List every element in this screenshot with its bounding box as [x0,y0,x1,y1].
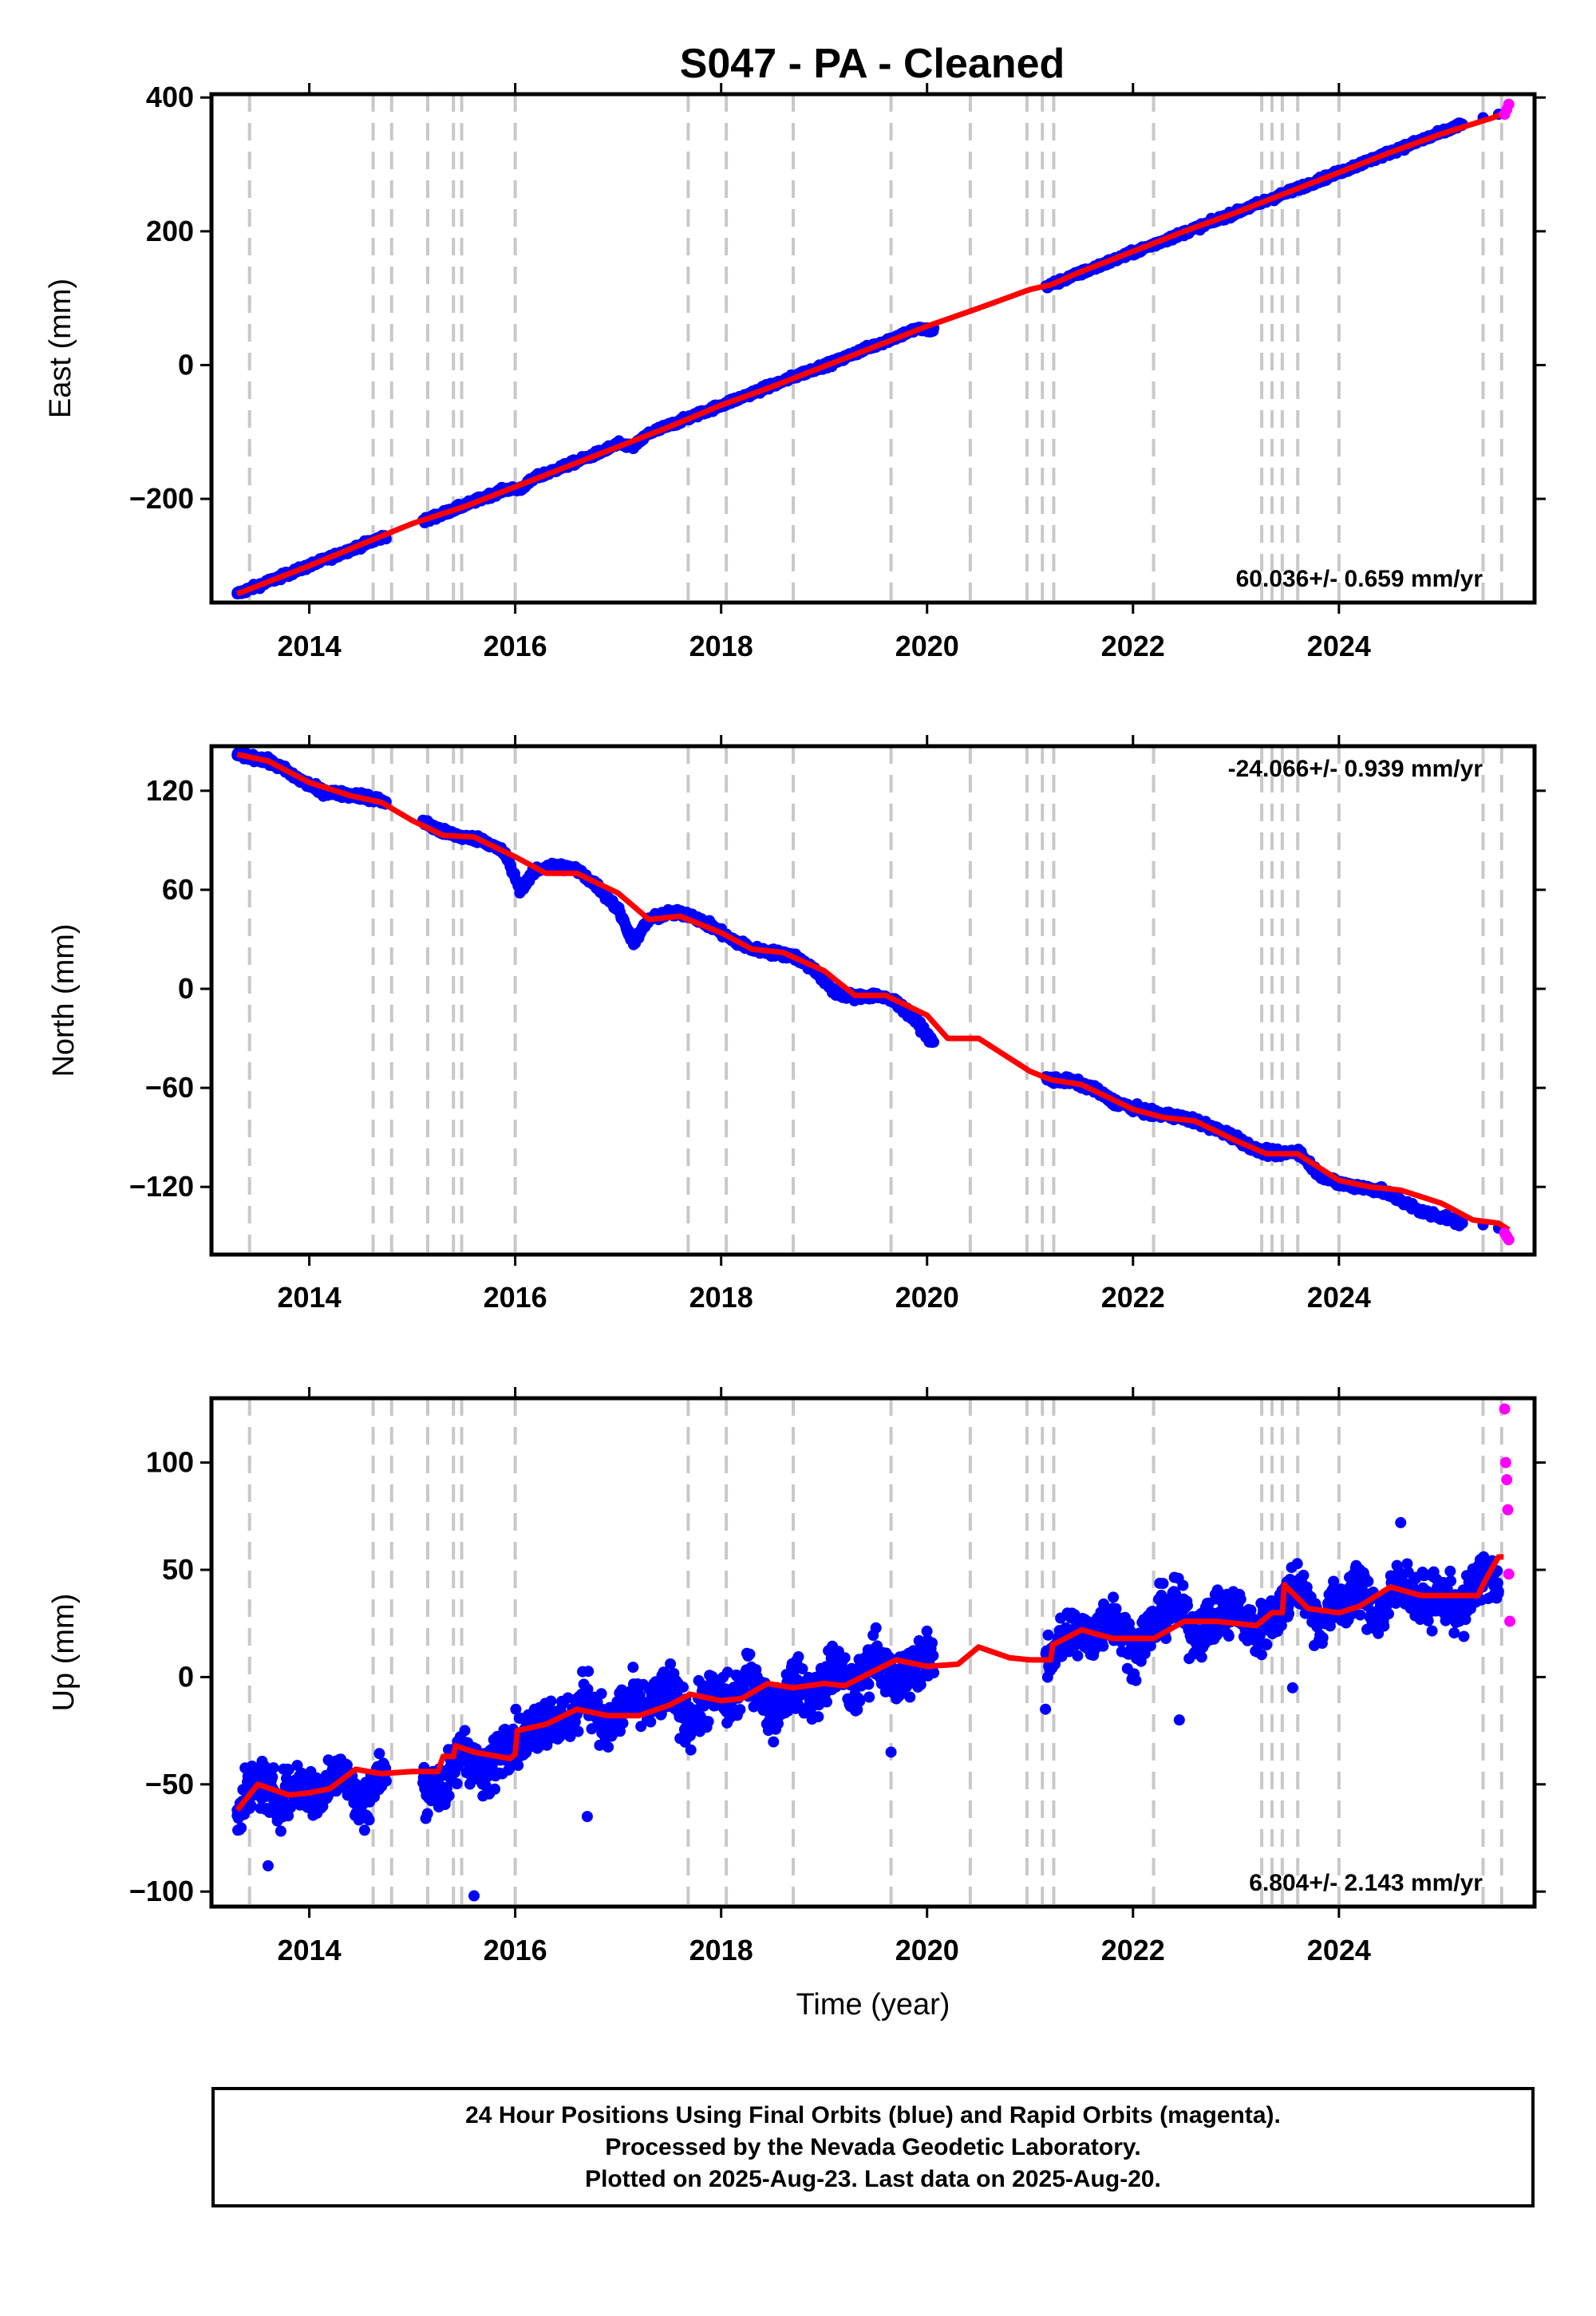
model-line [236,108,1511,597]
final-point [665,1658,677,1670]
final-point [282,1764,294,1776]
plot-frame [209,92,1537,605]
final-point [721,1666,733,1678]
final-point [358,1824,370,1836]
x-tick-label: 2016 [484,630,547,662]
final-point [583,1666,595,1678]
final-point [612,903,624,915]
final-point [627,1662,639,1674]
x-tick-label: 2014 [278,1281,342,1314]
final-point [645,1716,657,1728]
final-point [617,1717,629,1729]
x-tick-label: 2016 [484,1281,547,1314]
x-tick-label: 2014 [278,630,342,662]
plot-area [231,1398,1516,1907]
final-point [545,1695,557,1707]
panel-1: 400 200 0 −200 2014 2016 2018 2020 2022 2024 East … [44,81,1546,662]
final-point [734,1704,746,1716]
final-point [634,1690,646,1701]
final-point [510,1703,522,1715]
model-line [236,751,1511,1232]
final-point [628,937,640,949]
final-orbit-points [231,1516,1504,1902]
x-tick-label: 2024 [1307,1281,1371,1314]
y-tick-label: 120 [146,774,194,807]
final-point [828,986,840,998]
panel-2: 120 60 0 −60 −120 2014 2016 2018 2020 2022 2024 Nor… [47,735,1546,1314]
panels: 400 200 0 −200 2014 2016 2018 2020 2022 2024 East … [44,81,1546,2022]
final-point [744,1648,756,1660]
final-point [595,1688,607,1700]
x-tick-label: 2022 [1101,630,1165,662]
x-tick-label: 2022 [1101,1281,1165,1314]
y-tick-label: 200 [146,215,194,247]
rapid-orbit-points [1499,98,1515,121]
y-tick-label: 0 [178,972,194,1005]
final-point [489,1783,501,1795]
final-point [591,1696,603,1708]
x-tick-label: 2024 [1307,630,1371,662]
final-point [1416,1206,1428,1218]
final-point [911,1016,922,1028]
final-point [275,1825,286,1837]
x-tick-label: 2018 [689,630,753,662]
final-point [551,859,563,871]
final-point [363,1814,375,1826]
final-point [512,1760,524,1771]
rapid-orbit-points [1499,1227,1515,1246]
final-point [245,1799,257,1811]
final-point [926,1036,938,1048]
y-tick-label: 0 [178,348,194,381]
y-tick-label: 400 [146,81,194,113]
final-point [1436,1211,1448,1223]
final-point [267,1771,279,1783]
final-point [602,1741,614,1753]
plot-area [231,94,1515,603]
final-point [685,1744,697,1756]
y-tick-label: −200 [129,482,194,515]
plot-area [231,746,1515,1255]
final-point [768,1736,780,1748]
final-point [1456,1217,1468,1229]
x-tick-label: 2020 [895,630,959,662]
rapid-point [1503,98,1515,110]
rapid-point [1503,1234,1515,1246]
y-tick-label: 60 [162,873,194,906]
y-axis-label: East (mm) [44,279,77,418]
final-point [459,1725,471,1737]
y-tick-label: −120 [129,1170,194,1203]
final-point [235,1822,247,1834]
final-point [451,1778,463,1789]
final-point [1395,1194,1407,1206]
chart-title: S047 - PA - Cleaned [680,41,1065,87]
y-tick-label: −60 [145,1071,194,1104]
final-point [554,1731,565,1743]
x-tick-label: 2018 [689,1281,753,1314]
final-point [515,883,527,895]
final-point [677,1682,689,1693]
final-point [572,1725,584,1737]
y-axis-label: North (mm) [47,923,81,1077]
rate-annotation: -24.066+/- 0.939 mm/yr [1228,756,1483,782]
plot-frame [209,744,1537,1257]
rate-annotation: 60.036+/- 0.659 mm/yr [1236,566,1483,592]
final-point [702,1716,714,1728]
final-point [267,1762,279,1774]
x-tick-label: 2020 [895,1281,959,1314]
final-point [373,1748,385,1760]
final-point [421,1808,433,1820]
